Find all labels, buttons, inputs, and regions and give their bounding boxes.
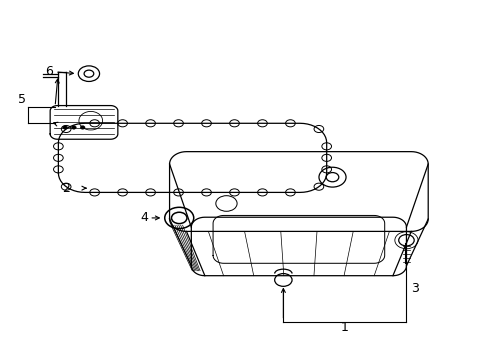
Circle shape: [80, 126, 85, 129]
Circle shape: [71, 126, 76, 129]
Text: 4: 4: [140, 211, 147, 224]
Text: 1: 1: [340, 321, 348, 334]
Text: 3: 3: [410, 282, 418, 294]
Circle shape: [62, 126, 67, 129]
Text: 5: 5: [18, 93, 26, 105]
Text: 6: 6: [45, 66, 53, 78]
Text: 2: 2: [62, 182, 70, 195]
